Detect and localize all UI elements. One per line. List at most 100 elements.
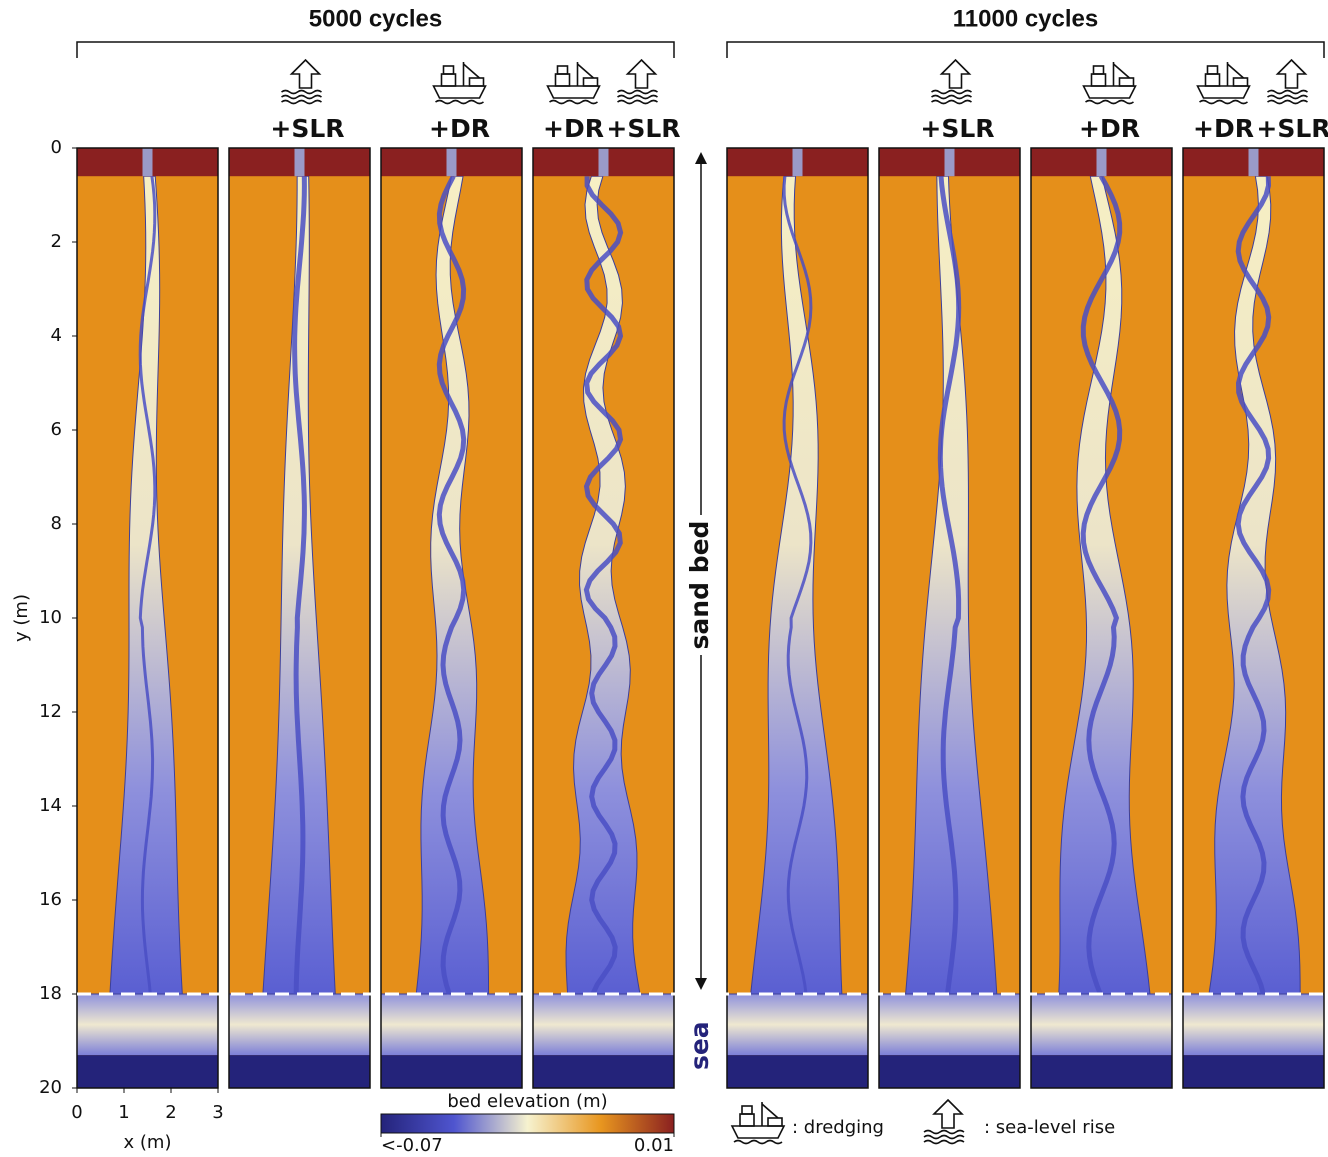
panel-frame <box>380 147 523 1089</box>
delta <box>727 994 868 1056</box>
panel-icon <box>546 61 601 105</box>
panel-frame <box>1030 147 1173 1089</box>
delta <box>1031 994 1172 1056</box>
annotation: sand bed <box>685 521 714 650</box>
y-tick-label: 0 <box>51 137 62 158</box>
panel <box>228 147 371 1089</box>
thalweg <box>138 176 157 995</box>
colorbar-label: bed elevation (m) <box>447 1091 607 1112</box>
channel <box>381 175 522 995</box>
sea <box>533 1055 674 1088</box>
delta <box>879 994 1020 1056</box>
panel-frame <box>532 147 675 1089</box>
y-tick-label: 4 <box>51 325 62 346</box>
inlet <box>294 148 305 177</box>
panel-label: +SLR <box>920 114 994 143</box>
thalweg <box>292 176 307 995</box>
x-tick-label: 0 <box>71 1102 82 1123</box>
panel-label: +DR <box>1193 114 1254 143</box>
group-bracket <box>76 41 675 58</box>
sea <box>381 1055 522 1088</box>
delta <box>229 994 370 1056</box>
panel-frame <box>878 147 1021 1089</box>
panel-frame <box>726 147 869 1089</box>
inlet <box>792 148 803 177</box>
delta <box>533 994 674 1056</box>
inlet <box>1096 148 1107 177</box>
panel <box>380 147 523 1089</box>
inlet <box>598 148 609 177</box>
sea <box>229 1055 370 1088</box>
thalweg <box>1080 174 1123 995</box>
legend-icon <box>923 1099 965 1145</box>
group-title: 11000 cycles <box>953 5 1099 32</box>
legend-label: : dredging <box>792 1117 884 1138</box>
x-axis-label: x (m) <box>124 1132 172 1153</box>
panel-icon <box>1196 61 1251 105</box>
y-tick-label: 18 <box>39 983 62 1004</box>
group-bracket <box>726 41 1325 58</box>
panel-frame <box>228 147 371 1089</box>
legend-label: : sea-level rise <box>984 1117 1115 1138</box>
annotation-bg <box>688 515 714 655</box>
panel-label: +SLR <box>606 114 680 143</box>
panel <box>532 147 675 1089</box>
panel-label: +DR <box>543 114 604 143</box>
sea <box>1031 1055 1172 1088</box>
panel <box>76 147 219 1089</box>
panel-frame <box>1182 147 1325 1089</box>
y-tick-label: 6 <box>51 419 62 440</box>
panel-icon <box>1266 59 1309 105</box>
inlet <box>944 148 955 177</box>
sea <box>879 1055 1020 1088</box>
panel <box>726 147 869 1089</box>
panel-icon <box>280 59 323 105</box>
arrowhead <box>695 978 707 990</box>
panel <box>1030 147 1173 1089</box>
group-title: 5000 cycles <box>309 5 442 32</box>
colorbar-tick-label: <-0.07 <box>381 1135 443 1156</box>
legend-icon <box>731 1101 785 1145</box>
delta <box>1183 994 1324 1056</box>
inlet <box>446 148 457 177</box>
panel <box>878 147 1021 1089</box>
panel-icon <box>930 59 973 105</box>
channel <box>77 175 218 995</box>
x-tick-label: 1 <box>118 1102 129 1123</box>
y-tick-label: 8 <box>51 513 62 534</box>
y-axis-label: y (m) <box>11 594 32 642</box>
y-tick-label: 14 <box>39 795 62 816</box>
thalweg <box>583 176 624 996</box>
sea <box>77 1055 218 1088</box>
y-tick-label: 10 <box>39 607 62 628</box>
inlet <box>142 148 153 177</box>
arrowhead <box>695 152 707 164</box>
panel-label: +DR <box>429 114 490 143</box>
inlet <box>1248 148 1259 177</box>
y-tick-label: 2 <box>51 231 62 252</box>
colorbar <box>380 1113 675 1134</box>
panel-icon <box>432 61 487 105</box>
sea <box>727 1055 868 1088</box>
sea <box>1183 1055 1324 1088</box>
thalweg <box>782 176 813 995</box>
delta <box>381 994 522 1056</box>
annotation: sea <box>685 1021 714 1070</box>
panel-label: +SLR <box>270 114 344 143</box>
y-tick-label: 12 <box>39 701 62 722</box>
y-tick-label: 20 <box>39 1077 62 1098</box>
colorbar-tick-label: 0.01 <box>634 1135 674 1156</box>
delta <box>77 994 218 1056</box>
thalweg <box>436 175 467 995</box>
panel-label: +DR <box>1079 114 1140 143</box>
x-tick-label: 3 <box>212 1102 223 1123</box>
panel-icon <box>616 59 659 105</box>
panel-label: +SLR <box>1256 114 1328 143</box>
thalweg <box>1235 176 1272 995</box>
panel-icon <box>1082 61 1137 105</box>
x-tick-label: 2 <box>165 1102 176 1123</box>
panel <box>1182 147 1325 1089</box>
thalweg <box>937 175 962 995</box>
channel <box>1183 175 1324 995</box>
